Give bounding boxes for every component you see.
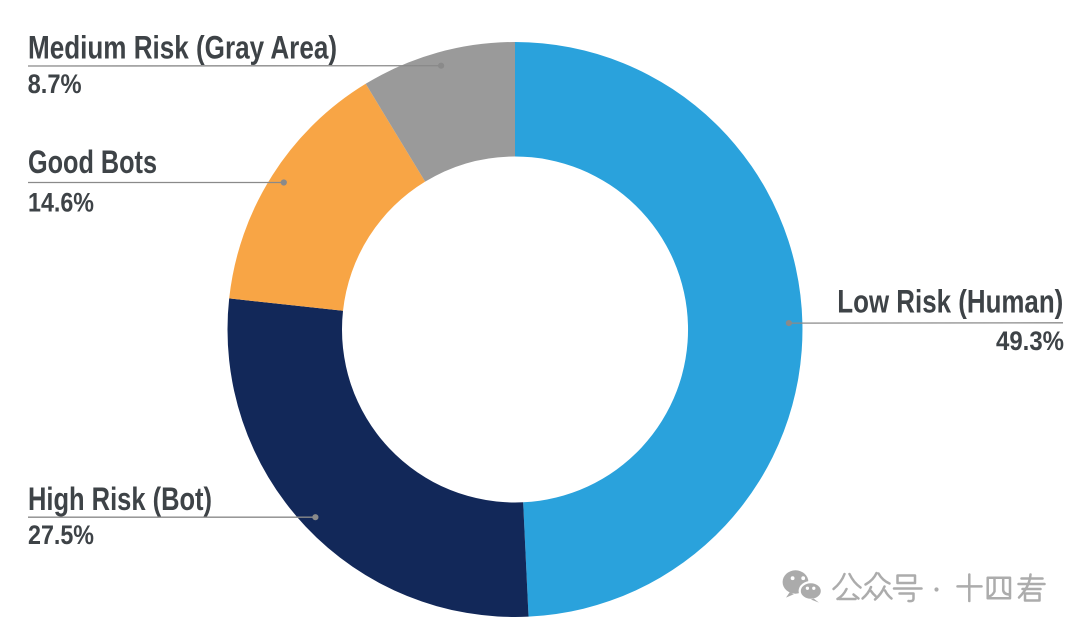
svg-text:27.5%: 27.5% — [28, 520, 94, 550]
svg-text:49.3%: 49.3% — [996, 326, 1064, 356]
svg-text:High Risk (Bot): High Risk (Bot) — [28, 481, 212, 517]
svg-text:Low Risk (Human): Low Risk (Human) — [837, 283, 1063, 319]
svg-text:Good Bots: Good Bots — [28, 144, 157, 180]
svg-text:8.7%: 8.7% — [28, 69, 82, 99]
svg-text:14.6%: 14.6% — [28, 188, 94, 218]
svg-text:Medium Risk (Gray Area): Medium Risk (Gray Area) — [28, 30, 337, 66]
